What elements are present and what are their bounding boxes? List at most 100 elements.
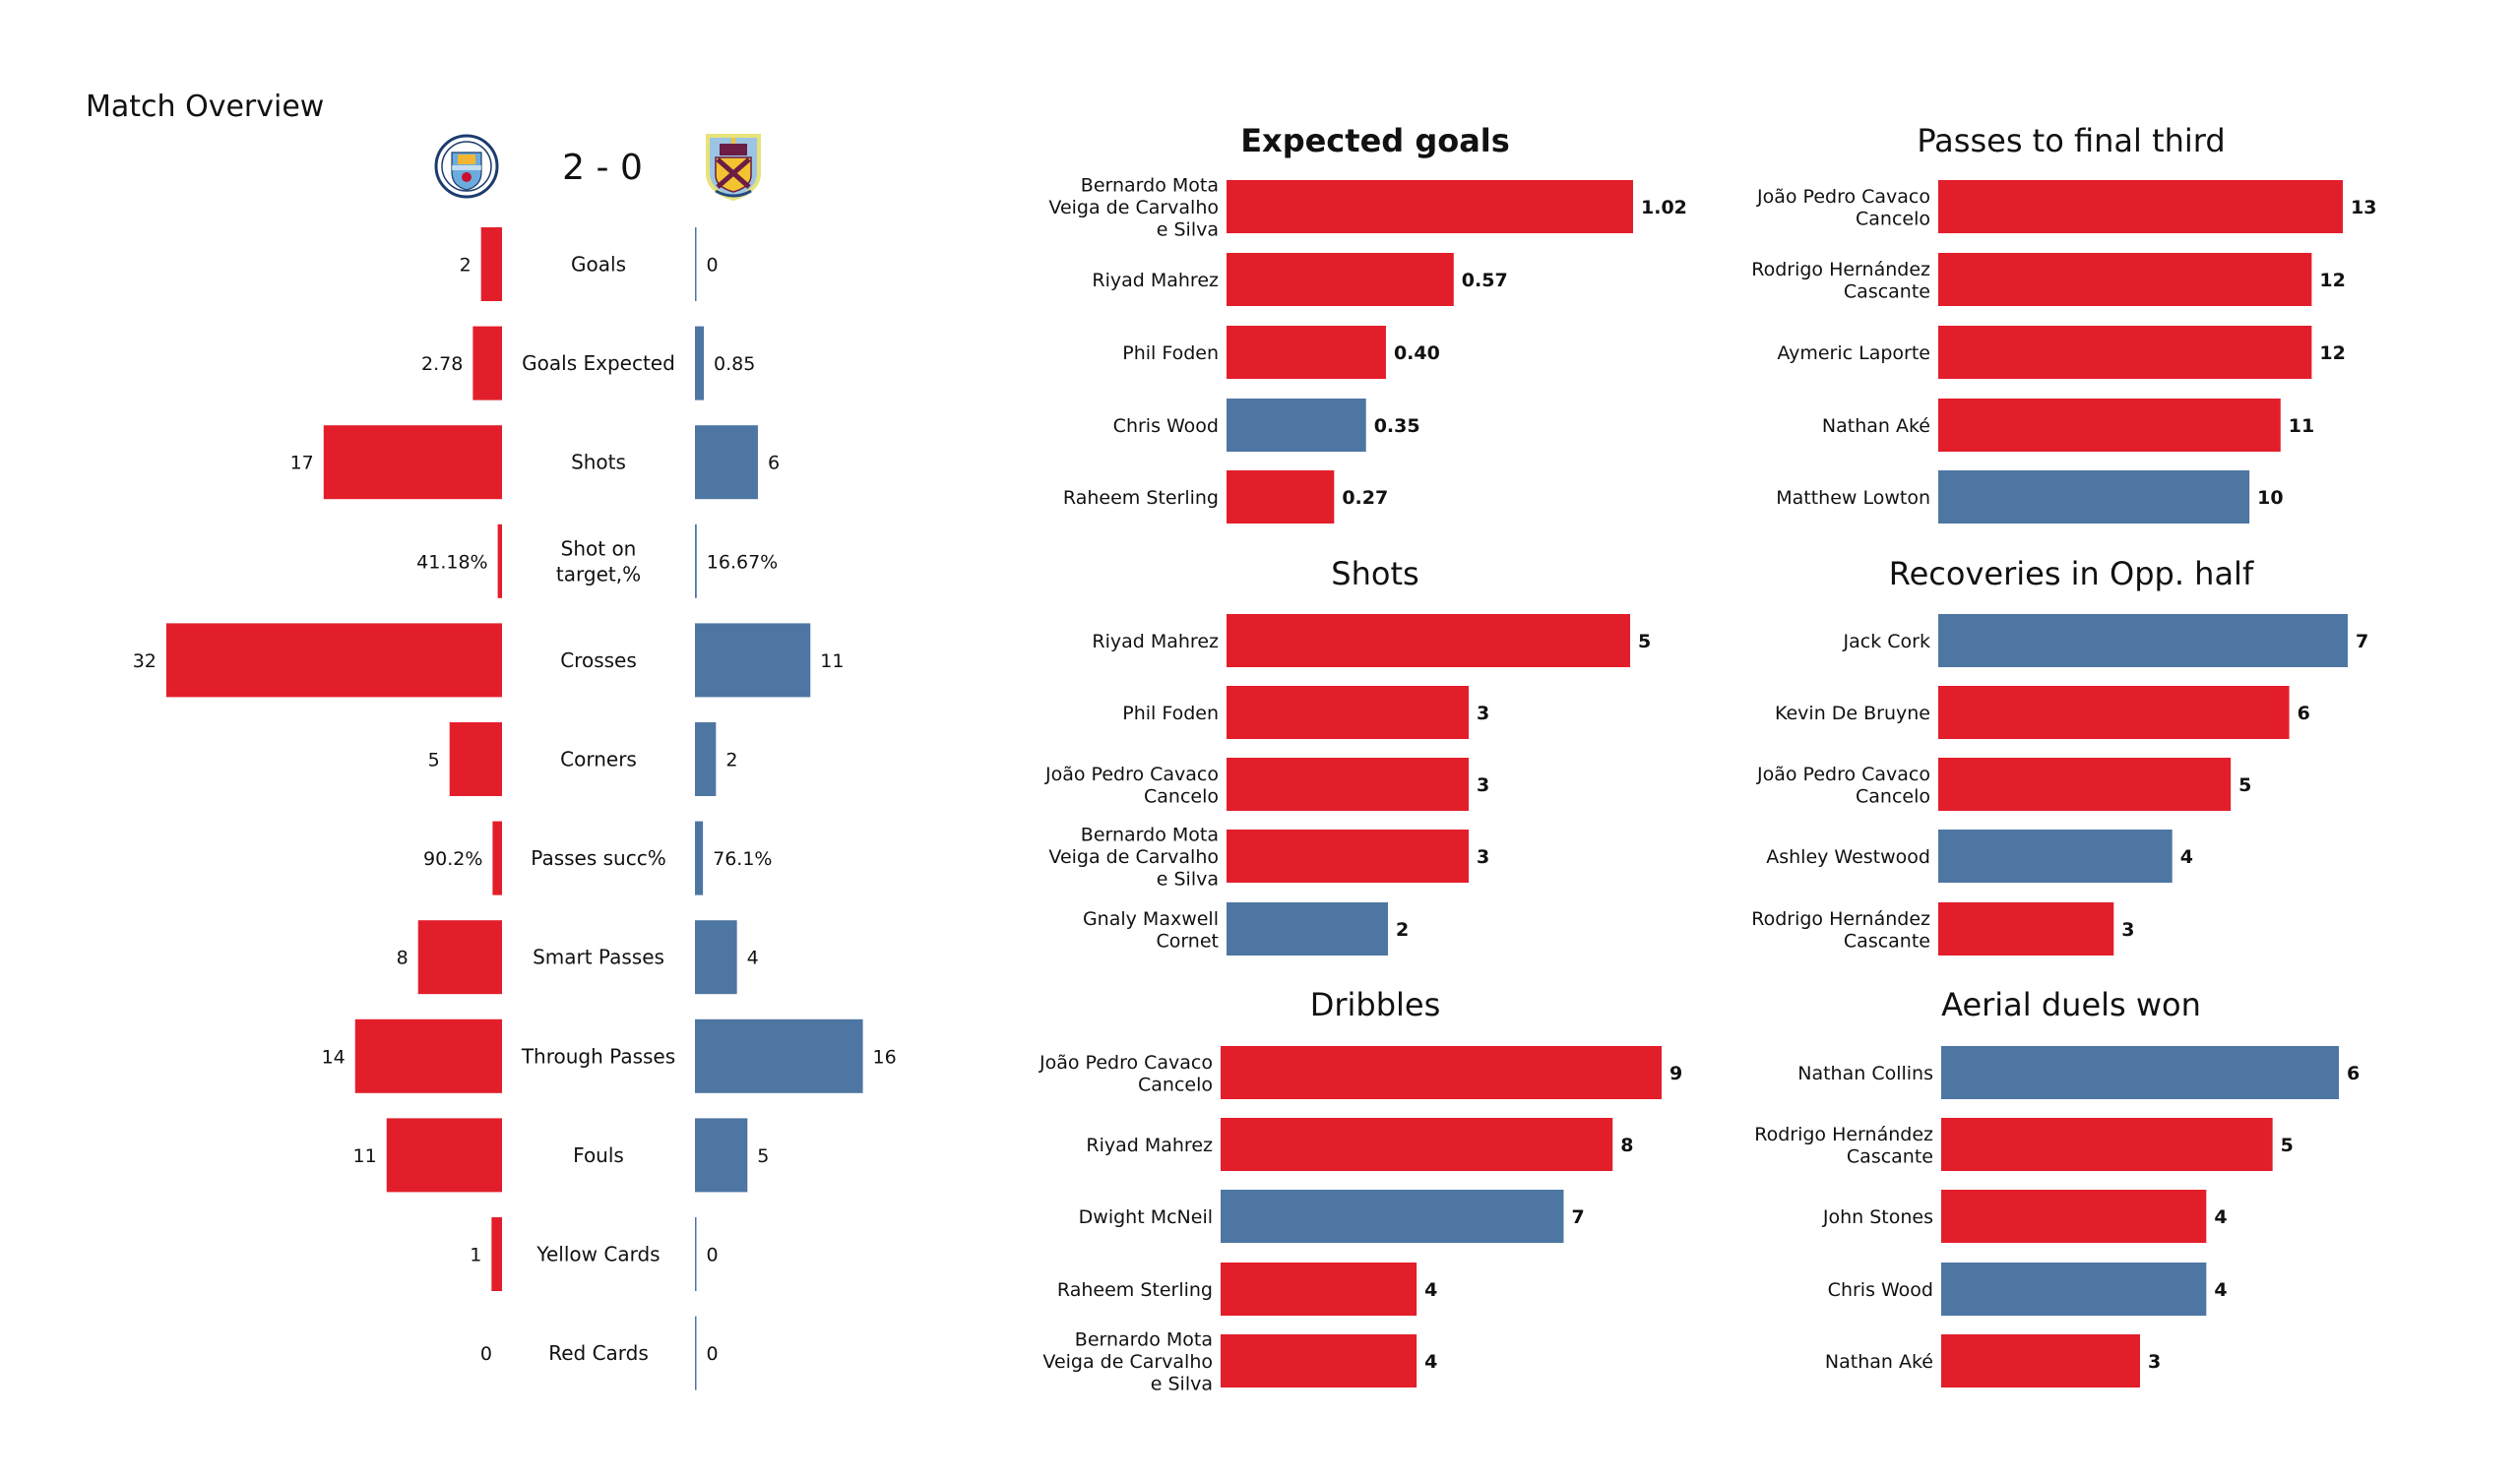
away-bar [695,326,705,401]
player-name-label: Bernardo Mota Veiga de Carvalho e Silva [1042,1329,1213,1395]
bar-row: 4 Ashley Westwood [1766,830,2193,883]
bar-row: 6 Kevin De Bruyne [1775,686,2310,739]
away-player-bar [1227,902,1388,956]
player-name-label: Kevin De Bruyne [1775,703,1930,724]
home-value-label: 0 [480,1343,492,1365]
player-name-label: Riyad Mahrez [1092,270,1219,291]
overview-row: 41.18% 16.67% Shot on target,% [416,524,778,598]
home-player-bar [1938,399,2281,452]
home-player-bar [1941,1190,2207,1243]
expected-goals-chart: Expected goals 1.02 Bernardo Mota Veiga de … [1048,122,1687,524]
chart-title: Recoveries in Opp. half [1889,555,2254,592]
home-player-bar [1227,758,1469,811]
bar-row: 12 Aymeric Laporte [1777,326,2346,379]
overview-category-label: Smart Passes [533,946,664,969]
shots-chart: Shots 5 Riyad Mahrez 3 Phil Foden 3 João Pedro… [1044,555,1651,956]
overview-row: 1 0 Yellow Cards [470,1217,719,1291]
home-player-bar [1938,253,2312,306]
home-value-label: 90.2% [423,848,482,870]
overview-row: 2 0 Goals [460,227,719,301]
player-name-label: Matthew Lowton [1776,487,1930,509]
player-name-label: Dwight McNeil [1079,1206,1213,1228]
bar-row: 11 Nathan Aké [1822,399,2314,452]
home-value-label: 32 [133,650,157,672]
player-name-label: João Pedro Cavaco Cancelo [1756,764,1930,808]
bar-value-label: 5 [1638,631,1651,652]
home-player-bar [1227,830,1469,883]
bar-row: 3 João Pedro Cavaco Cancelo [1044,758,1489,811]
player-name-label: Raheem Sterling [1063,487,1219,509]
bar-value-label: 5 [2281,1135,2294,1156]
player-name-label: Nathan Aké [1822,415,1930,437]
bar-value-label: 3 [2148,1351,2161,1373]
overview-category-label: Yellow Cards [536,1243,660,1266]
overview-row: 2.78 0.85 Goals Expected [421,326,755,401]
bar-row: 2 Gnaly Maxwell Cornet [1083,902,1409,956]
bar-row: 5 Rodrigo Hernández Cascante [1754,1118,2294,1171]
away-player-bar [1938,470,2250,524]
home-player-bar [1227,686,1469,739]
player-name-label: Raheem Sterling [1057,1279,1213,1301]
home-bar [165,623,502,698]
page-title: Match Overview [86,90,324,124]
home-bar [417,920,502,995]
chart-title: Expected goals [1240,122,1510,159]
bar-row: 13 João Pedro Cavaco Cancelo [1756,180,2376,233]
bar-value-label: 4 [2180,846,2193,868]
player-name-label: Riyad Mahrez [1092,631,1219,652]
bar-row: 3 Bernardo Mota Veiga de Carvalho e Silva [1048,825,1489,891]
chart-title: Shots [1331,555,1418,592]
away-player-bar [1941,1263,2207,1316]
overview-row: 32 11 Crosses [133,623,844,698]
home-player-bar [1938,902,2114,956]
chart-title: Dribbles [1310,986,1441,1023]
home-bar [480,227,502,301]
overview-row: 90.2% 76.1% Passes succ% [423,821,772,895]
bar-row: 3 Rodrigo Hernández Cascante [1751,902,2135,956]
overview-row: 0 0 Red Cards [480,1316,719,1390]
bar-row: 0.40 Phil Foden [1122,326,1440,379]
home-player-bar [1221,1046,1662,1099]
bar-value-label: 4 [2214,1279,2227,1301]
bar-row: 4 Chris Wood [1828,1263,2228,1316]
player-name-label: Nathan Collins [1797,1063,1933,1084]
away-bar [695,920,737,995]
bar-value-label: 4 [1424,1279,1437,1301]
home-value-label: 2 [460,255,472,277]
bar-row: 3 Phil Foden [1122,686,1489,739]
bar-row: 5 Riyad Mahrez [1092,614,1651,667]
home-value-label: 1 [470,1245,481,1266]
player-name-label: Riyad Mahrez [1086,1135,1213,1156]
chart-title: Aerial duels won [1941,986,2201,1023]
player-name-label: Aymeric Laporte [1777,342,1930,364]
bar-value-label: 2 [1396,919,1409,941]
away-value-label: 5 [757,1145,769,1167]
away-player-bar [1938,830,2173,883]
bar-value-label: 3 [1477,846,1489,868]
bar-value-label: 7 [1571,1206,1584,1228]
player-name-label: Jack Cork [1843,631,1930,652]
away-bar [695,425,758,500]
chart-title: Passes to final third [1917,122,2225,159]
home-value-label: 5 [428,750,440,771]
away-bar [695,623,811,698]
away-player-bar [1941,1046,2339,1099]
overview-category-label: Goals [571,253,626,277]
match-overview-chart: 2 0 Goals 2.78 0.85 Goals Expected 17 6 Shots 41.… [133,227,897,1390]
away-value-label: 16.67% [707,551,778,573]
home-player-bar [1221,1334,1418,1388]
home-player-bar [1938,758,2232,811]
bar-value-label: 0.40 [1394,342,1440,364]
player-name-label: Phil Foden [1122,342,1219,364]
home-value-label: 8 [397,948,409,969]
player-name-label: João Pedro Cavaco Cancelo [1756,186,1930,230]
home-bar [491,1217,502,1291]
away-value-label: 0 [707,255,719,277]
bar-value-label: 4 [2214,1206,2227,1228]
player-name-label: Gnaly Maxwell Cornet [1083,908,1219,953]
home-player-bar [1227,470,1335,524]
match-score: 2 - 0 [562,148,643,188]
player-name-label: João Pedro Cavaco Cancelo [1039,1052,1213,1096]
home-player-bar [1941,1334,2140,1388]
